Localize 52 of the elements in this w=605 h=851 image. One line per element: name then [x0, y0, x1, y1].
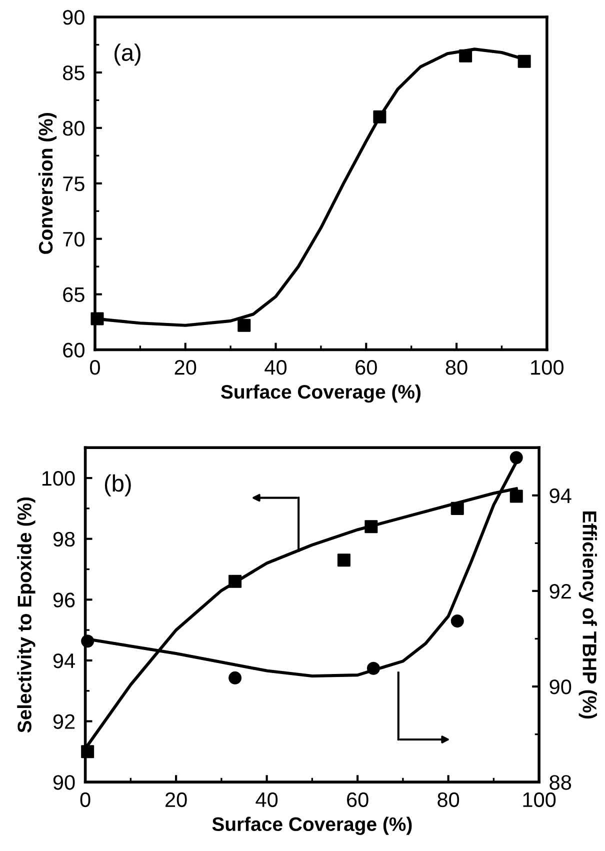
y2-tick-label: 88: [550, 775, 572, 790]
point: [364, 520, 378, 534]
y-tick-label: 65: [63, 287, 84, 302]
annotation: (a): [114, 44, 140, 66]
x-axis-title: Surface Coverage (%): [212, 816, 412, 835]
x-tick-label: 80: [446, 360, 468, 375]
x-tick-label: 0: [80, 792, 90, 808]
y-tick-label: 100: [42, 471, 75, 486]
y-tick-label: 96: [53, 592, 75, 608]
point: [366, 662, 380, 675]
x-tick-label: 0: [90, 360, 100, 375]
x-tick-label: 100: [523, 792, 556, 808]
y-tick-label: 94: [53, 653, 75, 668]
y2-tick-label: 94: [550, 488, 572, 504]
y-axis-title: Conversion (%): [38, 113, 57, 254]
y-tick-label: 60: [63, 342, 84, 358]
point: [373, 110, 386, 124]
point: [518, 54, 531, 68]
y-tick-label: 75: [63, 176, 84, 192]
y2-tick-label: 90: [550, 680, 572, 694]
x-tick-label: 100: [531, 360, 564, 375]
y-tick-label: 70: [63, 232, 84, 247]
x-tick-label: 40: [256, 792, 278, 808]
x-axis-title: Surface Coverage (%): [221, 384, 420, 403]
y-tick-label: 98: [53, 532, 75, 547]
x-tick-label: 60: [347, 792, 368, 808]
x-tick-label: 20: [166, 792, 187, 808]
point: [337, 554, 350, 567]
y-tick-label: 92: [53, 714, 75, 730]
x-tick-label: 80: [438, 792, 460, 808]
y-tick-label: 85: [62, 65, 84, 80]
point: [238, 318, 251, 332]
y-tick-label: 80: [62, 120, 84, 136]
point: [450, 502, 464, 515]
point: [81, 634, 94, 648]
point: [510, 451, 523, 464]
point: [459, 49, 472, 62]
point: [450, 614, 464, 628]
x-tick-label: 40: [264, 360, 287, 375]
point: [228, 671, 242, 684]
y-tick-label: 90: [63, 10, 84, 25]
x-tick-label: 20: [174, 360, 196, 375]
point: [228, 574, 242, 588]
annotation: (b): [104, 474, 131, 496]
x-tick-label: 60: [356, 360, 377, 375]
point: [510, 490, 523, 503]
y2-tick-label: 92: [550, 584, 571, 599]
y2-axis-title: Efficiency of TBHP (%): [578, 512, 597, 719]
point: [81, 745, 94, 758]
y-axis-title: Selectivity to Epoxide (%): [17, 497, 36, 733]
point: [90, 312, 104, 326]
y-tick-label: 90: [53, 775, 75, 790]
